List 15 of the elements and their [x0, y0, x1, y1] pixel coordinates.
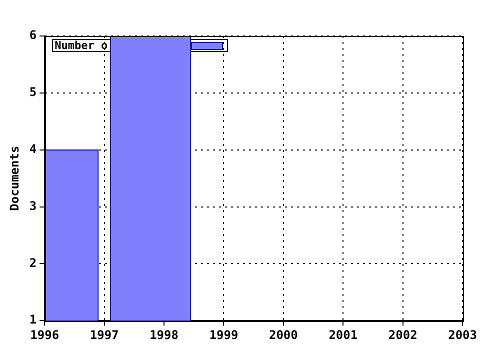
- x-tick-label: 1997: [90, 328, 119, 342]
- x-tick-label: 1998: [150, 328, 178, 342]
- x-tick-label: 1996: [30, 328, 60, 342]
- x-tick-label: 2002: [388, 328, 418, 342]
- y-tick-label: 4: [29, 142, 37, 156]
- x-tick-label: 2001: [328, 328, 358, 342]
- y-tick-label: 2: [29, 256, 37, 270]
- x-tick-label: 2000: [268, 328, 298, 342]
- x-tick-label: 2003: [448, 328, 478, 342]
- y-axis-title: Documents: [7, 146, 22, 211]
- y-tick-label: 5: [29, 85, 37, 100]
- y-tick-label: 3: [29, 198, 37, 213]
- x-tick-label: 1999: [209, 328, 238, 342]
- y-tick-label: 6: [29, 28, 37, 42]
- y-tick-label: 1: [29, 312, 37, 327]
